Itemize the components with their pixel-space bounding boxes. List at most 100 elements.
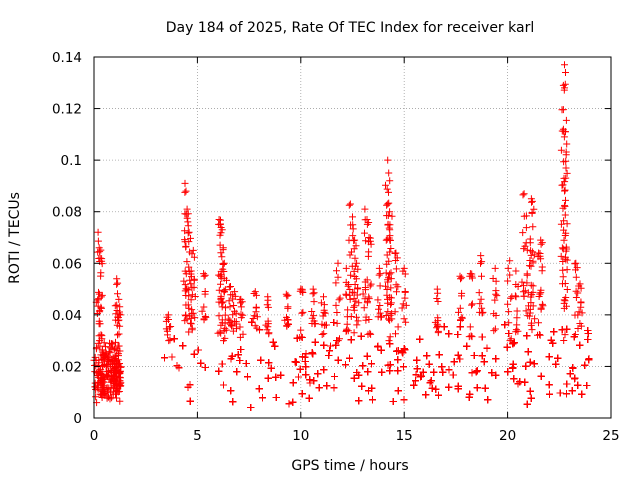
data-point (386, 333, 394, 341)
data-point (577, 322, 585, 330)
data-point (306, 376, 314, 384)
data-point (355, 397, 363, 405)
data-point (416, 335, 424, 343)
data-point (526, 358, 534, 366)
data-point (272, 373, 280, 381)
data-point (393, 288, 400, 296)
data-point (559, 204, 567, 212)
data-point (366, 237, 374, 245)
data-point (265, 329, 273, 337)
data-point (215, 271, 223, 279)
data-point (577, 284, 585, 292)
data-point (182, 311, 190, 319)
data-point (457, 316, 465, 324)
data-point (348, 288, 356, 296)
data-point (187, 319, 194, 327)
data-point (392, 330, 399, 338)
data-point-peak (375, 264, 383, 272)
data-point (518, 278, 526, 286)
data-point (530, 205, 538, 213)
x-tick-label: 25 (602, 428, 619, 444)
data-point (463, 342, 471, 350)
data-point (573, 264, 581, 272)
data-point (100, 339, 108, 347)
y-axis-title: ROTI / TECUs (7, 192, 23, 284)
data-point (188, 284, 196, 292)
data-point (432, 385, 440, 393)
data-point (560, 337, 568, 344)
data-point (375, 271, 383, 279)
data-point (473, 384, 481, 392)
data-point (562, 164, 570, 172)
data-point (289, 398, 297, 406)
data-point (350, 374, 358, 382)
data-point (284, 291, 292, 299)
data-point (97, 303, 105, 311)
data-point (383, 201, 391, 209)
data-point-peak (115, 295, 123, 303)
data-point (185, 238, 193, 246)
data-point (537, 289, 545, 297)
data-point (434, 298, 442, 305)
data-point (427, 377, 435, 385)
data-point (445, 330, 453, 338)
data-point (115, 352, 122, 360)
data-point (400, 363, 407, 371)
data-point (95, 288, 102, 296)
data-point (116, 311, 124, 319)
data-point (330, 319, 338, 326)
data-point (354, 317, 362, 325)
data-point (527, 281, 535, 289)
data-point (105, 393, 112, 401)
data-point (311, 338, 319, 346)
data-point (113, 358, 121, 366)
data-point (492, 355, 500, 363)
data-point (188, 324, 196, 332)
data-point (291, 358, 299, 366)
data-point (563, 140, 571, 148)
data-point (310, 298, 318, 306)
data-point (357, 332, 365, 340)
data-point-peak (528, 197, 536, 205)
x-axis-title: GPS time / hours (291, 458, 408, 474)
data-point (184, 301, 192, 309)
data-point (445, 366, 453, 374)
data-point (99, 362, 107, 369)
data-point (114, 279, 122, 287)
data-point (194, 346, 202, 354)
data-point (259, 394, 266, 402)
data-point (113, 394, 120, 402)
data-point (558, 181, 566, 189)
data-point (161, 354, 168, 362)
data-point (188, 291, 196, 299)
data-point (513, 314, 521, 322)
data-point-peak (94, 228, 102, 236)
data-point (226, 303, 234, 311)
data-point (267, 364, 275, 372)
data-point (331, 373, 338, 380)
data-point (264, 374, 272, 382)
data-point (351, 254, 359, 262)
data-point (184, 210, 192, 218)
data-point (317, 299, 325, 307)
data-point (386, 270, 394, 278)
data-point (95, 356, 103, 364)
data-point-peak (220, 259, 228, 267)
data-point (216, 328, 224, 336)
data-point (350, 267, 358, 275)
data-point (512, 293, 520, 301)
data-point (190, 253, 198, 261)
data-point (343, 320, 351, 328)
data-point (468, 272, 476, 280)
data-point (352, 275, 360, 283)
data-point-peak (384, 156, 392, 164)
data-point (577, 298, 585, 306)
data-point (283, 322, 291, 330)
data-point (302, 371, 310, 379)
data-point (323, 382, 331, 390)
data-point (365, 316, 373, 323)
data-point (538, 263, 546, 271)
data-point (173, 362, 181, 370)
data-point (417, 373, 424, 381)
data-point (475, 289, 483, 297)
